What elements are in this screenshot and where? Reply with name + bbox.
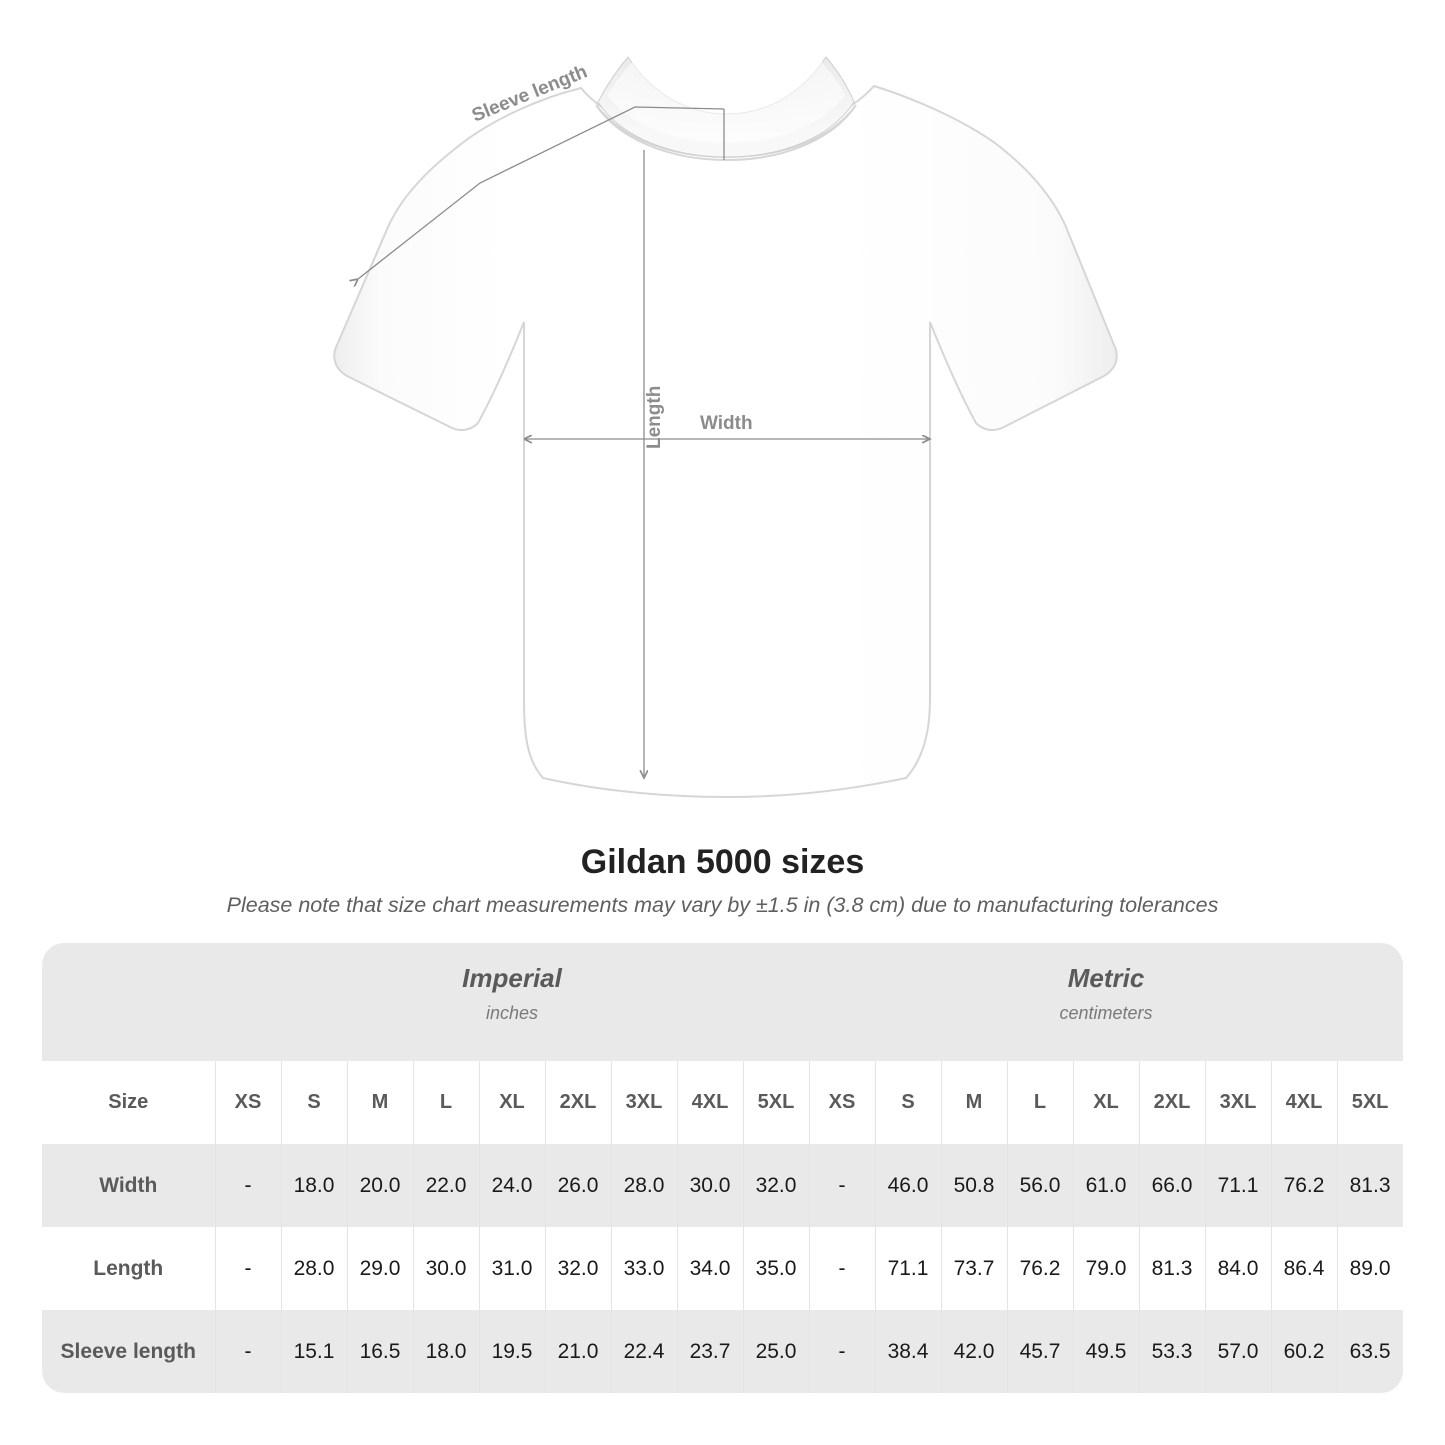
svg-text:Width: Width [700, 413, 753, 434]
svg-text:Sleeve length: Sleeve length [469, 61, 590, 126]
svg-text:Length: Length [644, 386, 665, 449]
